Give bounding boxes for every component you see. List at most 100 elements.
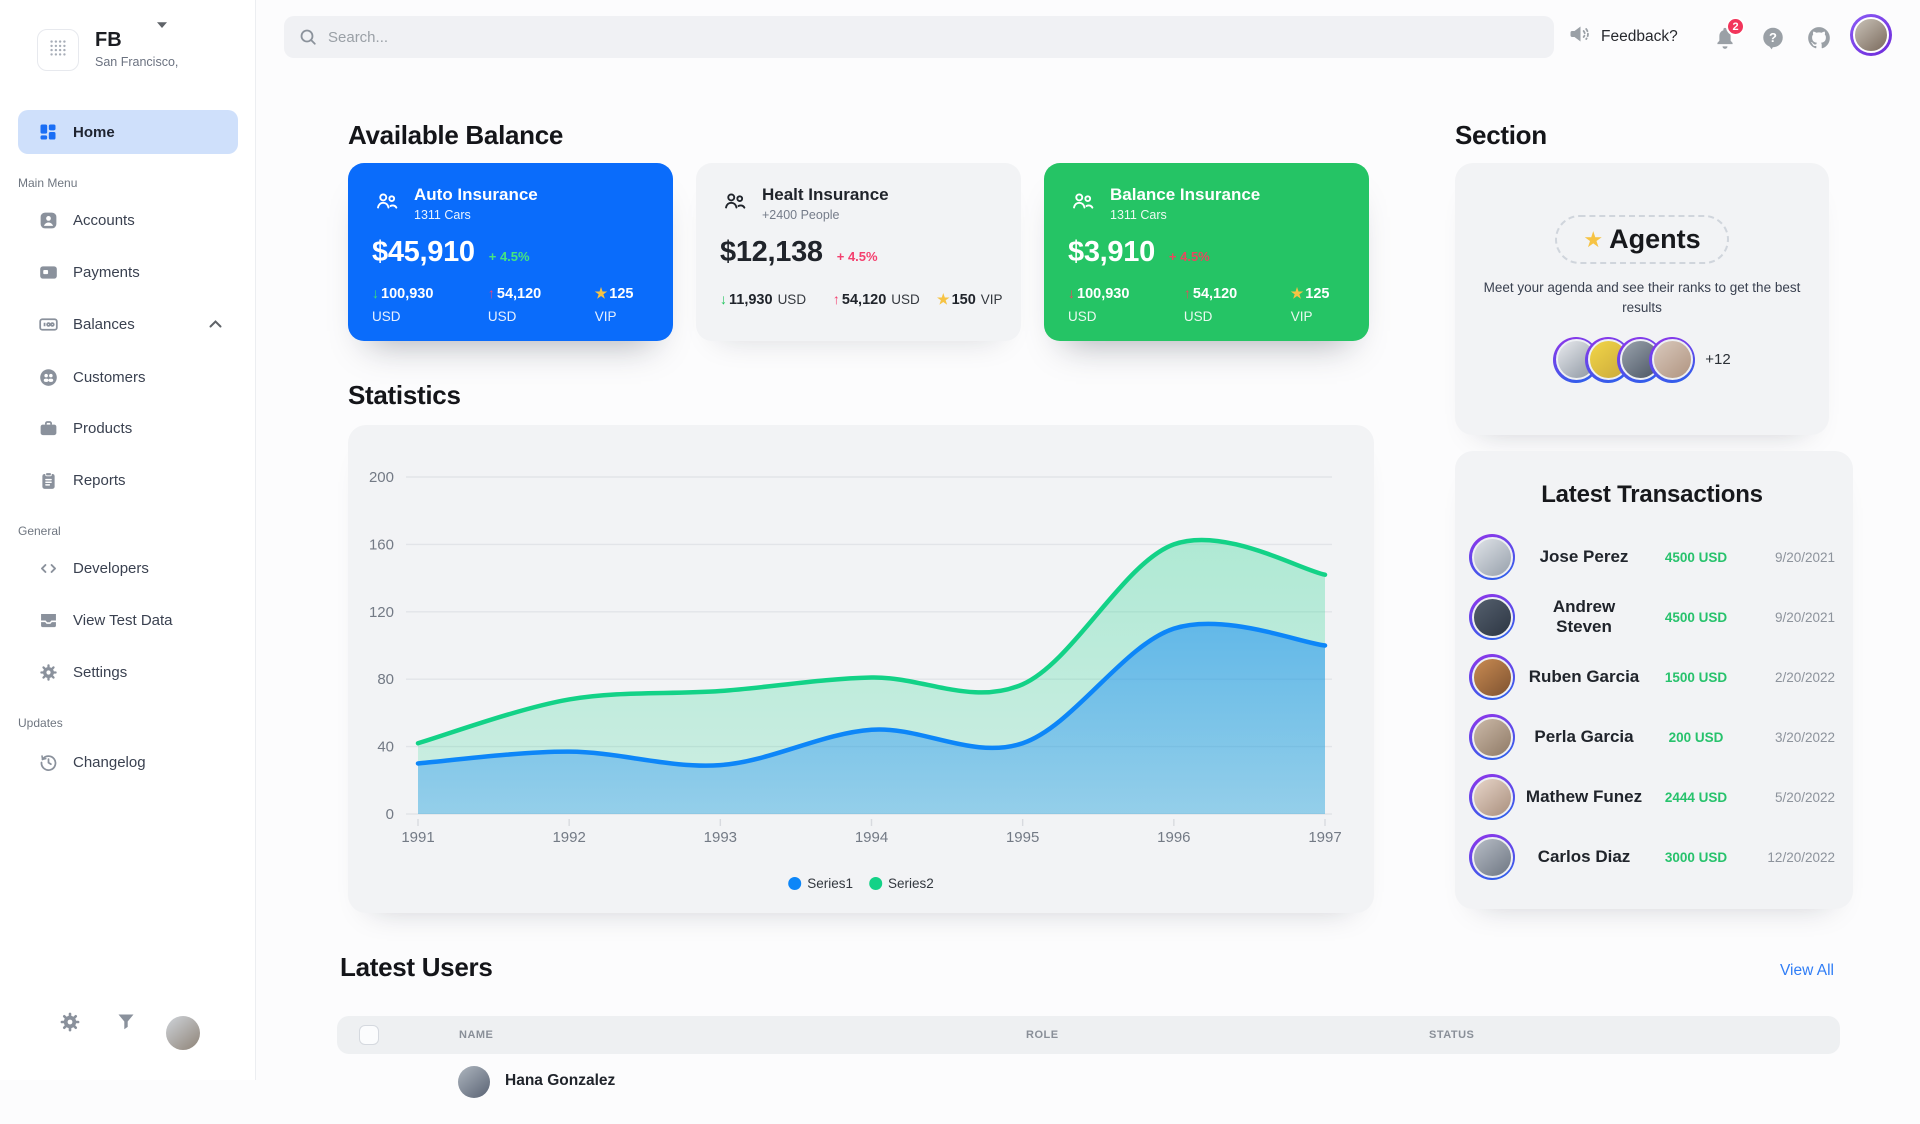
sidebar-item-payments[interactable]: Payments — [18, 250, 238, 294]
sidebar-item-label: Changelog — [73, 753, 146, 771]
star-icon: ★ — [594, 285, 608, 301]
select-all-checkbox[interactable] — [359, 1025, 379, 1045]
legend-item-series1[interactable]: Series1 — [788, 876, 853, 891]
transaction-date: 9/20/2021 — [1774, 609, 1835, 625]
group-people-icon — [720, 187, 750, 217]
card-stat: ↓ 100,930 USD — [1068, 285, 1184, 324]
star-icon: ★ — [937, 291, 950, 307]
stat-value: 150 — [951, 292, 976, 308]
balance-card-balance-insurance[interactable]: Balance Insurance 1311 Cars $3,910 + 4.5… — [1044, 163, 1369, 341]
user-name: Hana Gonzalez — [505, 1072, 616, 1089]
sidebar-item-accounts[interactable]: Accounts — [18, 198, 238, 242]
sidebar-item-customers[interactable]: Customers — [18, 355, 238, 399]
card-stat: ↓ 11,930 USD — [720, 291, 833, 308]
transaction-row[interactable]: Jose Perez 4500 USD 9/20/2021 — [1469, 527, 1835, 587]
transaction-row[interactable]: Ruben Garcia 1500 USD 2/20/2022 — [1469, 647, 1835, 707]
sidebar-section-updates: Updates — [18, 716, 63, 730]
sidebar-item-home[interactable]: Home — [18, 110, 238, 154]
megaphone-icon — [1568, 22, 1592, 51]
user-avatar[interactable] — [1850, 14, 1892, 56]
column-header-role: ROLE — [1026, 1029, 1059, 1041]
home-dashboard-icon — [37, 121, 59, 143]
card-amount: $45,910 — [372, 236, 475, 268]
stat-value: 125 — [1305, 286, 1330, 302]
sidebar-item-label: Developers — [73, 559, 149, 577]
card-stat: ↑ 54,120 USD — [833, 291, 937, 308]
transaction-name: Ruben Garcia — [1528, 667, 1640, 686]
notifications-bell-icon[interactable]: 2 — [1712, 17, 1745, 51]
clipboard-icon — [37, 469, 59, 491]
view-all-link[interactable]: View All — [1780, 962, 1834, 979]
group-people-icon — [1068, 187, 1098, 217]
sidebar-item-developers[interactable]: Developers — [18, 546, 238, 590]
transaction-amount: 4500 USD — [1664, 609, 1728, 625]
brand-location: San Francisco, — [95, 55, 179, 69]
history-clock-icon — [37, 751, 59, 773]
transaction-name: Carlos Diaz — [1537, 847, 1631, 866]
svg-text:1991: 1991 — [401, 829, 434, 846]
available-balance-heading: Available Balance — [348, 120, 564, 150]
svg-text:1997: 1997 — [1308, 829, 1341, 846]
transaction-date: 3/20/2022 — [1774, 729, 1835, 745]
github-icon[interactable] — [1806, 25, 1832, 51]
table-row[interactable]: Hana Gonzalez — [337, 1064, 1840, 1124]
stat-unit: VIP — [980, 292, 1003, 307]
agents-badge[interactable]: ★ Agents — [1555, 215, 1729, 264]
group-people-icon — [372, 187, 402, 217]
sidebar-item-view-test-data[interactable]: View Test Data — [18, 598, 238, 642]
transaction-amount: 200 USD — [1668, 729, 1724, 745]
transaction-name: Mathew Funez — [1525, 787, 1643, 806]
legend-item-series2[interactable]: Series2 — [869, 876, 934, 891]
sidebar-item-label: Reports — [73, 471, 126, 489]
statistics-chart-card: 0 40 80 120 160 200 1991 1992 1993 1994 1995 1996 19… — [348, 425, 1374, 913]
sidebar-avatar[interactable] — [166, 1016, 200, 1050]
sidebar-item-label: Home — [73, 123, 115, 141]
svg-text:0: 0 — [386, 806, 394, 823]
svg-text:?: ? — [1769, 30, 1777, 45]
statistics-heading: Statistics — [348, 380, 461, 410]
sidebar-item-label: Customers — [73, 368, 146, 386]
sidebar: FB San Francisco, Home Main Menu Account… — [0, 0, 256, 1080]
sidebar-item-changelog[interactable]: Changelog — [18, 740, 238, 784]
agents-badge-label: Agents — [1609, 224, 1701, 254]
feedback-button[interactable]: Feedback? — [1568, 22, 1678, 51]
card-title: Auto Insurance — [414, 185, 538, 204]
latest-transactions-card: Latest Transactions Jose Perez 4500 USD … — [1455, 451, 1853, 909]
balance-card-auto-insurance[interactable]: Auto Insurance 1311 Cars $45,910 + 4.5% … — [348, 163, 673, 341]
people-icon — [37, 366, 59, 388]
sidebar-item-reports[interactable]: Reports — [18, 458, 238, 502]
card-delta: + 4.5% — [836, 249, 878, 264]
gear-icon[interactable] — [58, 1010, 82, 1034]
banknote-icon — [37, 313, 59, 335]
sidebar-item-label: View Test Data — [73, 611, 173, 629]
card-title: Balance Insurance — [1110, 185, 1261, 204]
code-icon — [37, 557, 59, 579]
help-icon[interactable]: ? — [1760, 25, 1786, 51]
search-input[interactable] — [328, 16, 1528, 58]
area-chart: 0 40 80 120 160 200 1991 1992 1993 1994 1995 1996 19… — [369, 469, 1342, 846]
stat-value: 125 — [609, 286, 634, 302]
sidebar-item-products[interactable]: Products — [18, 406, 238, 450]
balance-card-healt-insurance[interactable]: Healt Insurance +2400 People $12,138 + 4… — [696, 163, 1021, 341]
transaction-row[interactable]: Mathew Funez 2444 USD 5/20/2022 — [1469, 767, 1835, 827]
transactions-title: Latest Transactions — [1541, 481, 1763, 508]
inbox-icon — [37, 609, 59, 631]
avatar — [1469, 594, 1515, 640]
section-heading: Section — [1455, 120, 1547, 150]
agent-avatar[interactable] — [1649, 336, 1696, 383]
chevron-up-icon — [209, 315, 222, 333]
agents-description: Meet your agenda and see their ranks to … — [1483, 280, 1801, 316]
transaction-amount: 2444 USD — [1664, 789, 1728, 805]
legend-label: Series1 — [807, 876, 853, 891]
filter-funnel-icon[interactable] — [114, 1010, 138, 1034]
transaction-row[interactable]: Perla Garcia 200 USD 3/20/2022 — [1469, 707, 1835, 767]
arrow-up-icon: ↑ — [832, 291, 840, 307]
transaction-row[interactable]: Carlos Diaz 3000 USD 12/20/2022 — [1469, 827, 1835, 887]
sidebar-item-balances[interactable]: Balances — [18, 302, 238, 346]
sidebar-item-settings[interactable]: Settings — [18, 650, 238, 694]
card-subtitle: 1311 Cars — [414, 208, 471, 222]
transaction-row[interactable]: Andrew Steven 4500 USD 9/20/2021 — [1469, 587, 1835, 647]
arrow-up-icon: ↑ — [487, 285, 495, 301]
agents-card: ★ Agents Meet your agenda and see their … — [1455, 163, 1829, 435]
chevron-down-icon[interactable] — [156, 16, 168, 34]
